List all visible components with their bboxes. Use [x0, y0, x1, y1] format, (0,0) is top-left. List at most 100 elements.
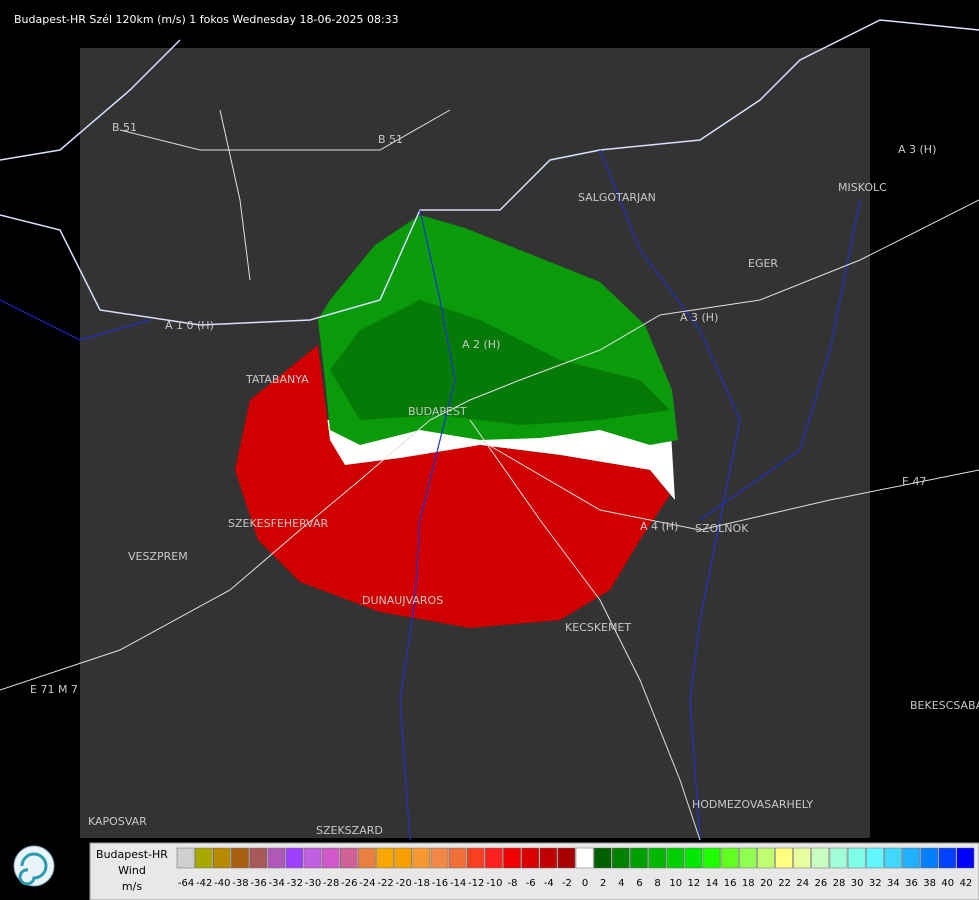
legend-scale: -64 -42 -40 -38 -36 -34 -32 -30 -28 -26 -24 -22 -20-… — [176, 847, 975, 889]
legend-swatch — [249, 847, 267, 869]
legend-swatch — [593, 847, 612, 869]
border — [0, 19, 979, 326]
legend-label: -2 — [562, 878, 572, 889]
map-labels: B 51 B 51 A 3 (H) MISKOLC SALGOTARJAN EGER A 3… — [30, 121, 979, 837]
legend-swatch — [648, 847, 666, 869]
legend-station: Budapest-HR — [96, 848, 168, 861]
logo-swirl — [18, 852, 48, 886]
legend-label: -32 — [287, 878, 303, 889]
place-label: MISKOLC — [838, 181, 887, 194]
legend-label: -16 — [432, 878, 448, 889]
legend-swatch — [902, 847, 920, 869]
place-label: E 71 M 7 — [30, 683, 78, 696]
legend-label: -14 — [450, 878, 466, 889]
header-title: Budapest-HR Szél 120km (m/s) 1 fokos Wed… — [14, 13, 399, 26]
legend-swatch — [702, 847, 721, 869]
legend-swatch — [285, 847, 304, 869]
legend-label: 0 — [582, 878, 588, 889]
legend-swatch — [938, 847, 957, 869]
legend-swatch — [829, 847, 848, 869]
legend-label: 22 — [778, 878, 791, 889]
legend-label: 18 — [742, 878, 755, 889]
legend-label: -20 — [396, 878, 412, 889]
place-label: VESZPREM — [128, 550, 188, 563]
legend-swatch — [303, 847, 322, 869]
place-label: SZOLNOK — [695, 522, 749, 535]
legend-label: -18 — [414, 878, 430, 889]
place-label: E 47 — [902, 475, 926, 488]
legend-swatch — [884, 847, 902, 869]
place-label: KAPOSVAR — [88, 815, 147, 828]
legend-swatch — [466, 847, 485, 869]
legend-label: 42 — [960, 878, 973, 889]
legend-swatch — [666, 847, 685, 869]
legend-swatch — [194, 847, 213, 869]
legend-label: 16 — [724, 878, 737, 889]
legend-label: 24 — [796, 878, 809, 889]
place-label: A 2 (H) — [462, 338, 500, 351]
legend-label: 30 — [851, 878, 864, 889]
legend-swatch — [231, 847, 249, 869]
place-label: A 3 (H) — [680, 311, 718, 324]
legend-label: 2 — [600, 878, 606, 889]
logo — [13, 845, 55, 887]
legend-swatch — [394, 847, 413, 869]
legend-swatch — [376, 847, 394, 869]
place-label: HODMEZOVASARHELY — [692, 798, 813, 811]
legend-label: 36 — [905, 878, 918, 889]
road — [0, 109, 979, 841]
legend-swatch — [684, 847, 703, 869]
legend-swatch — [775, 847, 793, 869]
legend-swatch — [267, 847, 286, 869]
legend-swatch — [738, 847, 757, 869]
legend-swatch — [213, 847, 231, 869]
legend-swatch — [358, 847, 376, 869]
legend-label: 20 — [760, 878, 773, 889]
place-label: B 51 — [112, 121, 137, 134]
place-label: KECSKEMET — [565, 621, 631, 634]
place-label: A 1 0 (H) — [165, 319, 214, 332]
legend-swatch — [430, 847, 449, 869]
legend-swatch — [448, 847, 467, 869]
legend-quantity: Wind — [118, 864, 146, 877]
place-label: A 3 (H) — [898, 143, 936, 156]
legend-label: 12 — [688, 878, 701, 889]
legend-label: -34 — [269, 878, 285, 889]
place-label: A 4 (H) — [640, 520, 678, 533]
legend-label: 38 — [923, 878, 936, 889]
legend-label: -64 — [178, 878, 194, 889]
legend-label: 32 — [869, 878, 882, 889]
legend-label: -26 — [341, 878, 357, 889]
legend-swatch — [412, 847, 431, 869]
legend-swatch — [847, 847, 866, 869]
legend-swatch — [557, 847, 576, 869]
legend-swatch — [757, 847, 775, 869]
legend-swatch — [575, 847, 594, 869]
place-label: SALGOTARJAN — [578, 191, 656, 204]
legend-label: -38 — [232, 878, 248, 889]
legend-swatch — [539, 847, 558, 869]
legend-label: -36 — [250, 878, 266, 889]
legend-label: 8 — [654, 878, 660, 889]
legend-label: 28 — [833, 878, 846, 889]
legend-swatch — [503, 847, 521, 869]
legend-label: -10 — [486, 878, 502, 889]
echo-approach-dark — [330, 300, 670, 425]
legend-label: -12 — [468, 878, 484, 889]
place-label: SZEKESFEHERVAR — [228, 517, 329, 530]
echo-recede — [235, 345, 670, 628]
place-label: EGER — [748, 257, 778, 270]
legend-label: 4 — [618, 878, 624, 889]
place-label: DUNAUJVAROS — [362, 594, 443, 607]
legend-swatch — [793, 847, 812, 869]
place-label: SZEKSZARD — [316, 824, 383, 837]
place-label: TATABANYA — [245, 373, 309, 386]
place-label: BEKESCSABA — [910, 699, 979, 712]
legend-label: 6 — [636, 878, 642, 889]
place-label: BUDAPEST — [408, 405, 467, 418]
legend-label: 10 — [669, 878, 682, 889]
legend-swatch — [720, 847, 739, 869]
legend-label: -22 — [377, 878, 393, 889]
legend-swatch — [956, 847, 975, 869]
